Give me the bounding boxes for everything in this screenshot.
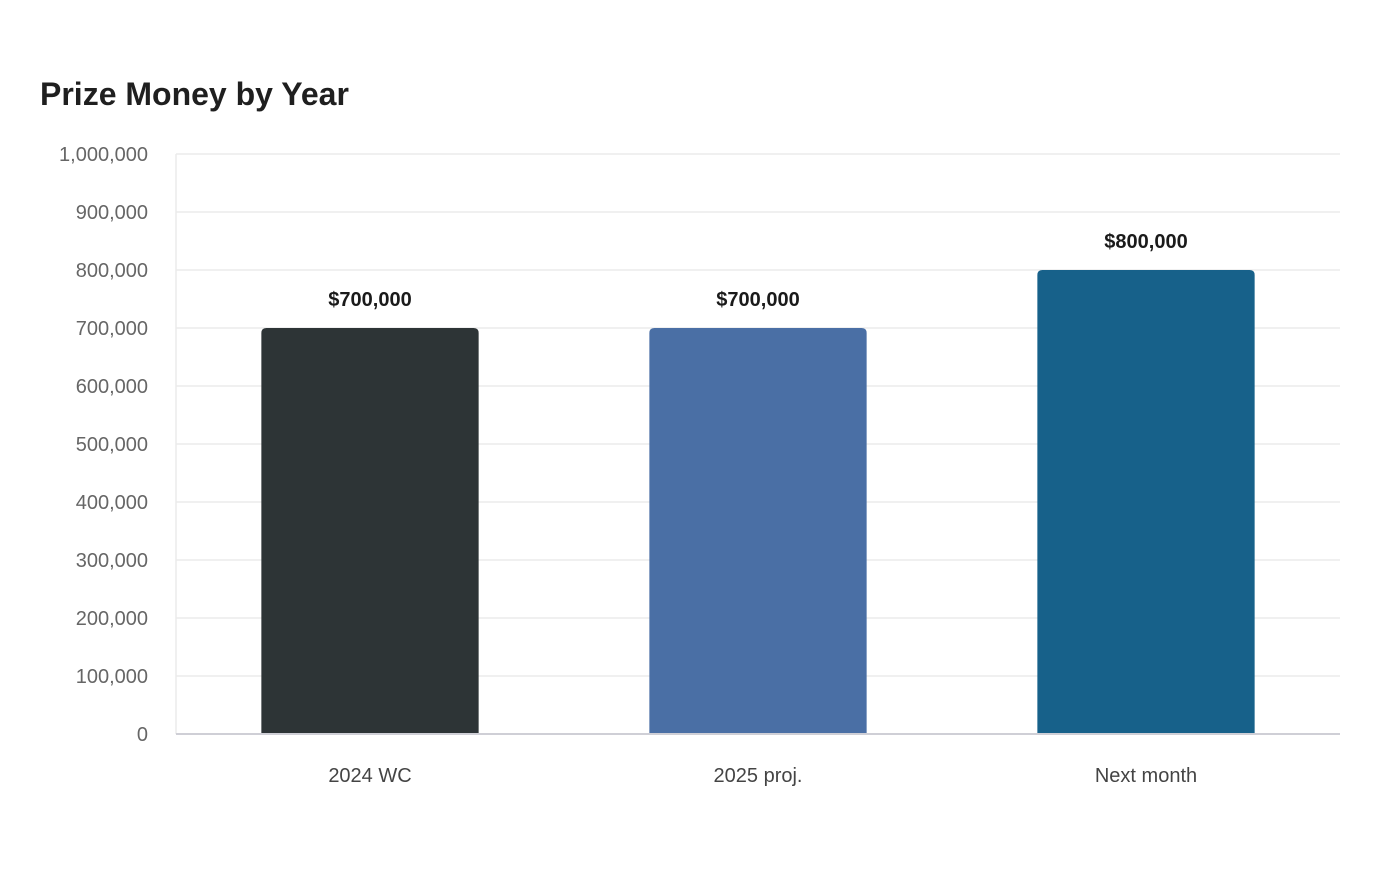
y-tick-label: 0: [137, 724, 148, 746]
y-tick-label: 600,000: [76, 376, 148, 398]
y-axis-ticks: 0 100,000 200,000 300,000 400,000 500,000 600,…: [59, 144, 148, 746]
x-category-label: Next month: [1095, 765, 1197, 787]
y-tick-label: 800,000: [76, 260, 148, 282]
chart-title: Prize Money by Year: [40, 76, 349, 112]
y-tick-label: 900,000: [76, 202, 148, 224]
y-tick-label: 300,000: [76, 550, 148, 572]
data-label: $700,000: [716, 289, 799, 311]
bar: [1037, 270, 1255, 734]
y-tick-label: 200,000: [76, 608, 148, 630]
bars: [261, 270, 1255, 734]
bar: [261, 328, 479, 734]
bar: [649, 328, 867, 734]
data-label: $700,000: [328, 289, 411, 311]
x-category-label: 2024 WC: [328, 765, 411, 787]
y-tick-label: 100,000: [76, 666, 148, 688]
data-labels: $700,000 $700,000 $800,000: [328, 231, 1187, 311]
y-tick-label: 1,000,000: [59, 144, 148, 166]
data-label: $800,000: [1104, 231, 1187, 253]
x-axis-categories: 2024 WC 2025 proj. Next month: [328, 765, 1197, 787]
y-tick-label: 400,000: [76, 492, 148, 514]
x-category-label: 2025 proj.: [714, 765, 803, 787]
y-tick-label: 700,000: [76, 318, 148, 340]
y-tick-label: 500,000: [76, 434, 148, 456]
